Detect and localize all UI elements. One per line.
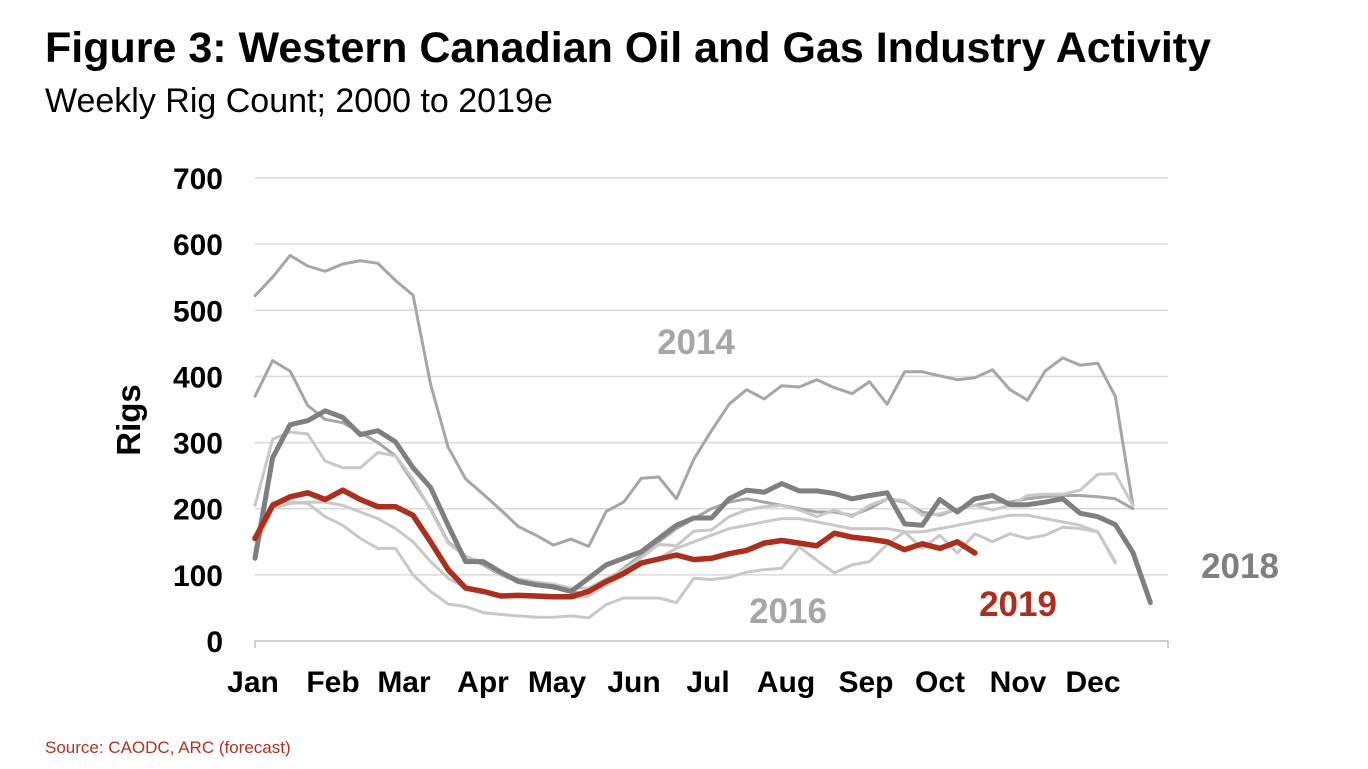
y-tick-label: 0: [206, 626, 223, 659]
y-tick-label: 100: [173, 560, 223, 593]
y-tick-label: 300: [173, 428, 223, 461]
series-line-highlight: [252, 487, 978, 600]
series-annotation: 2019: [979, 585, 1057, 624]
series-line-light: [253, 430, 1135, 590]
x-tick-label: Mar: [377, 666, 431, 699]
y-tick-label: 700: [173, 163, 223, 196]
x-tick-label: Sep: [838, 666, 893, 699]
series-annotation: 2016: [749, 592, 827, 631]
x-tick-label: Jun: [607, 666, 660, 699]
x-tick-label: Nov: [990, 666, 1047, 699]
x-tick-label: Aug: [757, 666, 815, 699]
source-note: Source: CAODC, ARC (forecast): [45, 738, 291, 757]
x-tick-label: Apr: [457, 666, 509, 699]
y-axis-label: Rigs: [110, 384, 147, 456]
series-line-dark: [252, 408, 1153, 606]
y-tick-label: 200: [173, 494, 223, 527]
y-tick-label: 600: [173, 229, 223, 262]
series-annotation: 2014: [657, 323, 735, 362]
series-line-light: [253, 500, 1117, 600]
chart-subtitle: Weekly Rig Count; 2000 to 2019e: [45, 82, 553, 120]
x-tick-label: Jan: [227, 666, 279, 699]
x-tick-label: Oct: [915, 666, 965, 699]
chart-title: Figure 3: Western Canadian Oil and Gas I…: [45, 24, 1212, 72]
series-annotation: 2018: [1201, 547, 1279, 586]
y-tick-label: 400: [173, 361, 223, 394]
x-tick-label: Feb: [306, 666, 359, 699]
y-tick-label: 500: [173, 295, 223, 328]
x-tick-label: May: [528, 666, 587, 699]
series-line-mid: [253, 253, 1135, 548]
x-tick-label: Jul: [686, 666, 729, 699]
series-line-light: [253, 500, 1117, 620]
x-tick-label: Dec: [1065, 666, 1120, 699]
